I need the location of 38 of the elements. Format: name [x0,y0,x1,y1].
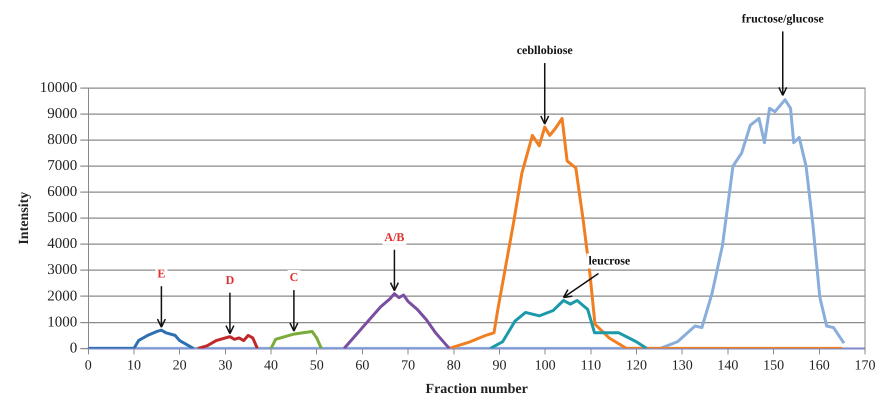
x-tick-label: 40 [264,358,278,374]
y-tick-label: 6000 [47,184,78,200]
annotation: D [226,272,235,287]
x-tick-label: 170 [854,358,876,374]
annotation: E [157,266,166,280]
x-tick-label: 140 [717,358,738,374]
x-axis-title: Fraction number [426,382,528,398]
annotation: leucrose [588,254,631,268]
y-tick-label: 5000 [47,210,78,226]
x-tick-label: 30 [218,358,232,374]
y-tick-label: 9000 [47,106,78,122]
x-tick-label: 150 [763,358,784,374]
y-tick-label: 0 [70,340,78,356]
x-tick-label: 20 [172,358,187,374]
annotation: A/B [384,230,404,244]
y-tick-label: 7000 [47,158,78,174]
y-tick-label: 10000 [40,80,78,96]
x-tick-label: 100 [534,358,556,374]
y-axis-title: Intensity [17,192,32,245]
x-tick-label: 10 [126,358,141,374]
x-tick-label: 60 [355,358,370,374]
y-tick-label: 1000 [47,314,78,330]
y-tick-label: 8000 [47,132,78,148]
x-tick-label: 120 [626,358,648,374]
y-tick-label: 2000 [47,288,78,304]
y-tick-label: 3000 [47,262,78,278]
annotation: C [290,270,298,284]
x-tick-label: 90 [492,358,506,374]
x-tick-label: 70 [401,358,416,374]
x-tick-label: 50 [310,358,324,374]
x-tick-label: 0 [84,358,92,374]
x-tick-label: 110 [580,358,602,374]
x-tick-label: 80 [446,358,461,374]
x-tick-label: 160 [808,358,830,374]
x-tick-label: 130 [672,358,693,374]
annotation: cebllobiose [516,43,574,58]
y-tick-label: 4000 [47,236,78,252]
annotation: fructose/glucose [742,12,824,26]
